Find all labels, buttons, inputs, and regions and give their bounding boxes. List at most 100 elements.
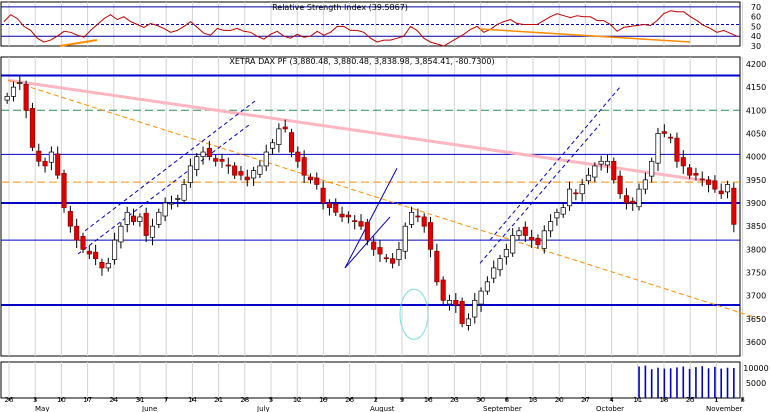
candle-body xyxy=(105,262,111,269)
x-tick-label: 21 xyxy=(214,396,223,404)
candle-body xyxy=(74,225,80,241)
candle-body xyxy=(598,160,604,165)
price-y-tick-label: 3750 xyxy=(746,269,766,278)
month-label: October xyxy=(596,405,624,412)
x-tick-label: 13 xyxy=(529,396,538,404)
candle-body xyxy=(10,86,17,97)
x-tick-label: 26 xyxy=(345,396,354,404)
candle-body xyxy=(276,128,282,145)
candle-body xyxy=(712,180,718,190)
x-axis: 26 3 10 17 24 31 7 14 21 28 5 12 19 26 2 9 16 23 30 6 13 20 27… xyxy=(5,396,745,412)
candle-body xyxy=(238,171,244,176)
rsi-y-tick-label: 50 xyxy=(751,22,761,31)
candle-body xyxy=(307,176,314,181)
candle-body xyxy=(4,96,10,101)
candle-body xyxy=(339,213,345,218)
x-tick-label: 9 xyxy=(400,396,404,404)
x-tick-label: 28 xyxy=(240,396,249,404)
volume-y-tick-label: 5000 xyxy=(746,379,766,388)
candle-body xyxy=(130,215,137,222)
trend-channel-line xyxy=(489,86,621,241)
candle-body xyxy=(472,300,478,318)
x-tick-label: 12 xyxy=(293,396,302,404)
rsi-series-line xyxy=(3,10,738,47)
wedge-line xyxy=(344,168,398,269)
candle-body xyxy=(465,318,471,326)
candle-body xyxy=(67,211,73,227)
trend-channel-line xyxy=(479,123,601,264)
rsi-y-tick-label: 70 xyxy=(751,3,761,12)
candle-body xyxy=(661,131,667,134)
price-title: XETRA DAX PF (3,880.48, 3,880.48, 3,838.… xyxy=(229,57,494,66)
candle-body xyxy=(541,230,547,249)
volume-frame xyxy=(0,361,741,399)
candle-body xyxy=(668,136,674,139)
candle-body xyxy=(175,198,181,200)
candle-body xyxy=(623,195,629,204)
price-y-tick-label: 4200 xyxy=(746,60,766,69)
candle-body xyxy=(358,221,364,227)
x-tick-label: 14 xyxy=(188,396,197,404)
candle-body xyxy=(86,250,92,255)
x-tick-label: 10 xyxy=(57,396,66,404)
price-y-tick-label: 3800 xyxy=(746,245,766,254)
x-tick-label: 26 xyxy=(5,396,14,404)
candle-body xyxy=(674,137,680,162)
candle-body xyxy=(80,236,86,250)
candle-body xyxy=(630,200,636,204)
candle-body xyxy=(377,247,383,255)
price-y-tick-label: 4050 xyxy=(746,129,766,138)
candle-body xyxy=(611,160,617,181)
candle-body xyxy=(478,290,484,305)
x-tick-label: 4 xyxy=(609,396,614,404)
rsi-title: Relative Strength Index (39.5867) xyxy=(272,3,408,12)
candle-body xyxy=(415,215,421,218)
candle-body xyxy=(434,250,440,283)
candle-body xyxy=(326,202,332,209)
candle-body xyxy=(573,192,579,195)
price-frame xyxy=(0,56,741,357)
candle-body xyxy=(421,216,427,227)
candle-body xyxy=(579,184,585,195)
price-y-tick-label: 3650 xyxy=(746,315,766,324)
candle-body xyxy=(440,279,446,301)
x-tick-label: 30 xyxy=(476,396,485,404)
candle-body xyxy=(244,176,250,181)
candle-body xyxy=(554,211,560,219)
x-tick-label: 24 xyxy=(109,396,118,404)
candle-body xyxy=(17,82,23,84)
month-label: May xyxy=(35,405,49,412)
candle-body xyxy=(731,187,737,225)
candle-body xyxy=(535,237,541,246)
candle-body xyxy=(364,222,370,241)
candle-body xyxy=(642,179,648,190)
x-tick-label: 5 xyxy=(269,396,273,404)
candle-body xyxy=(687,167,693,176)
candle-body xyxy=(213,158,219,162)
x-tick-label: 19 xyxy=(319,396,328,404)
candle-body xyxy=(251,170,257,179)
candle-body xyxy=(112,239,118,260)
x-tick-label: 2 xyxy=(374,396,378,404)
candle-body xyxy=(548,221,554,232)
candle-body xyxy=(617,175,623,195)
candle-body xyxy=(604,160,611,166)
candle-body xyxy=(516,230,522,236)
volume-y-tick-label: 10000 xyxy=(743,364,768,373)
candle-body xyxy=(529,236,535,241)
candle-body xyxy=(36,150,42,162)
candle-body xyxy=(693,173,699,176)
candle-body xyxy=(194,156,200,170)
candle-body xyxy=(61,173,67,209)
trend-channel-line xyxy=(84,100,256,232)
candle-body xyxy=(522,226,528,236)
candle-body xyxy=(390,258,396,264)
candle-body xyxy=(453,300,459,306)
candle-body xyxy=(427,222,434,250)
candle-body xyxy=(48,151,54,163)
x-tick-label: 18 xyxy=(660,396,669,404)
candle-body xyxy=(124,211,130,225)
volume-panel: 10000 5000 xyxy=(0,361,769,399)
candle-body xyxy=(459,300,465,324)
